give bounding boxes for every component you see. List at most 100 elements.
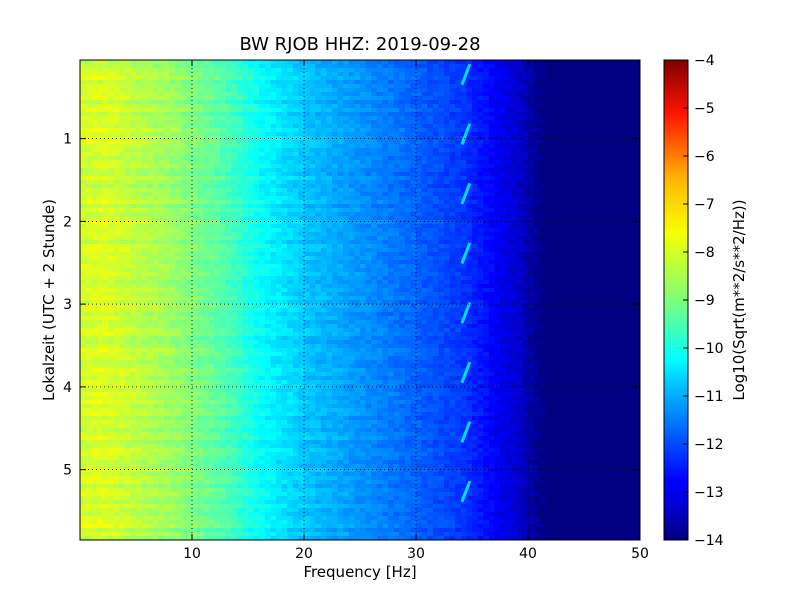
heatmap-cell xyxy=(472,152,479,157)
heatmap-cell xyxy=(612,88,619,93)
heatmap-cell xyxy=(102,132,109,137)
heatmap-cell xyxy=(354,164,361,169)
heatmap-cell xyxy=(348,184,355,189)
heatmap-cell xyxy=(539,176,546,181)
heatmap-cell xyxy=(612,232,619,237)
heatmap-cell xyxy=(522,136,529,141)
heatmap-cell xyxy=(399,128,406,133)
heatmap-cell xyxy=(455,88,462,93)
heatmap-cell xyxy=(220,184,227,189)
heatmap-cell xyxy=(298,204,305,209)
heatmap-cell xyxy=(488,168,495,173)
heatmap-cell xyxy=(410,120,417,125)
heatmap-cell xyxy=(320,104,327,109)
heatmap-cell xyxy=(421,144,428,149)
heatmap-cell xyxy=(158,132,165,137)
heatmap-cell xyxy=(606,188,613,193)
heatmap-cell xyxy=(561,188,568,193)
heatmap-cell xyxy=(589,188,596,193)
heatmap-cell xyxy=(102,120,109,125)
heatmap-cell xyxy=(416,240,423,245)
heatmap-cell xyxy=(460,64,467,69)
heatmap-cell xyxy=(444,104,451,109)
heatmap-cell xyxy=(623,220,630,225)
heatmap-cell xyxy=(388,220,395,225)
heatmap-cell xyxy=(304,228,311,233)
heatmap-cell xyxy=(561,96,568,101)
heatmap-cell xyxy=(522,224,529,229)
heatmap-cell xyxy=(410,100,417,105)
heatmap-cell xyxy=(124,116,131,121)
heatmap-cell xyxy=(612,84,619,89)
heatmap-cell xyxy=(511,116,518,121)
heatmap-cell xyxy=(511,136,518,141)
heatmap-cell xyxy=(292,240,299,245)
heatmap-cell xyxy=(337,168,344,173)
heatmap-cell xyxy=(404,132,411,137)
heatmap-cell xyxy=(533,172,540,177)
heatmap-cell xyxy=(617,96,624,101)
heatmap-cell xyxy=(124,72,131,77)
heatmap-cell xyxy=(399,164,406,169)
heatmap-cell xyxy=(416,116,423,121)
heatmap-cell xyxy=(460,112,467,117)
heatmap-cell xyxy=(365,80,372,85)
heatmap-cell xyxy=(248,108,255,113)
heatmap-cell xyxy=(617,188,624,193)
heatmap-cell xyxy=(561,68,568,73)
heatmap-cell xyxy=(119,176,126,181)
heatmap-cell xyxy=(477,196,484,201)
heatmap-cell xyxy=(466,216,473,221)
heatmap-cell xyxy=(432,88,439,93)
heatmap-cell xyxy=(460,224,467,229)
heatmap-cell xyxy=(421,84,428,89)
heatmap-cell xyxy=(276,204,283,209)
heatmap-cell xyxy=(522,232,529,237)
heatmap-cell xyxy=(404,204,411,209)
heatmap-cell xyxy=(438,208,445,213)
heatmap-cell xyxy=(259,112,266,117)
heatmap-cell xyxy=(494,196,501,201)
heatmap-cell xyxy=(175,128,182,133)
heatmap-cell xyxy=(399,228,406,233)
heatmap-cell xyxy=(192,200,199,205)
heatmap-cell xyxy=(304,172,311,177)
heatmap-cell xyxy=(164,92,171,97)
heatmap-cell xyxy=(617,220,624,225)
heatmap-cell xyxy=(248,244,255,249)
heatmap-cell xyxy=(488,96,495,101)
heatmap-cell xyxy=(477,172,484,177)
heatmap-cell xyxy=(410,64,417,69)
heatmap-cell xyxy=(91,100,98,105)
heatmap-cell xyxy=(304,152,311,157)
heatmap-cell xyxy=(80,68,87,73)
heatmap-cell xyxy=(326,124,333,129)
heatmap-cell xyxy=(332,68,339,73)
heatmap-cell xyxy=(477,156,484,161)
heatmap-cell xyxy=(595,212,602,217)
heatmap-cell xyxy=(600,92,607,97)
heatmap-cell xyxy=(444,168,451,173)
heatmap-cell xyxy=(483,84,490,89)
heatmap-cell xyxy=(141,84,148,89)
heatmap-cell xyxy=(410,124,417,129)
heatmap-cell xyxy=(91,92,98,97)
heatmap-cell xyxy=(550,220,557,225)
heatmap-cell xyxy=(544,164,551,169)
heatmap-cell xyxy=(505,140,512,145)
heatmap-cell xyxy=(85,72,92,77)
heatmap-cell xyxy=(320,96,327,101)
heatmap-cell xyxy=(225,240,232,245)
heatmap-cell xyxy=(91,160,98,165)
heatmap-cell xyxy=(628,212,635,217)
heatmap-cell xyxy=(578,76,585,81)
heatmap-cell xyxy=(231,88,238,93)
heatmap-cell xyxy=(214,188,221,193)
heatmap-cell xyxy=(264,228,271,233)
heatmap-cell xyxy=(376,76,383,81)
heatmap-cell xyxy=(214,240,221,245)
heatmap-cell xyxy=(152,124,159,129)
heatmap-cell xyxy=(158,200,165,205)
heatmap-cell xyxy=(360,232,367,237)
heatmap-cell xyxy=(147,192,154,197)
